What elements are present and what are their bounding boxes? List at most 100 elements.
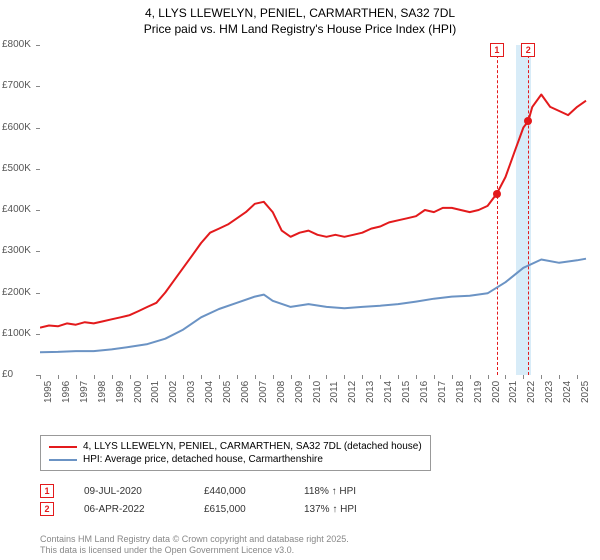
sale-marker-icon: 2 (40, 502, 54, 516)
x-axis-label: 2006 (240, 381, 252, 403)
sale-marker-icon: 1 (40, 484, 54, 498)
x-tick (452, 375, 453, 379)
footer-line-2: This data is licensed under the Open Gov… (40, 545, 349, 556)
x-axis-label: 1995 (43, 381, 55, 403)
footer-attribution: Contains HM Land Registry data © Crown c… (40, 534, 349, 557)
x-axis-label: 2017 (437, 381, 449, 403)
title-line-1: 4, LLYS LLEWELYN, PENIEL, CARMARTHEN, SA… (10, 6, 590, 20)
x-axis-label: 2025 (580, 381, 592, 403)
x-tick (577, 375, 578, 379)
x-tick (273, 375, 274, 379)
x-tick (147, 375, 148, 379)
x-tick (398, 375, 399, 379)
y-tick (36, 45, 40, 46)
chart-area: 12 £0£100K£200K£300K£400K£500K£600K£700K… (0, 40, 600, 410)
y-tick (36, 128, 40, 129)
y-tick (36, 86, 40, 87)
sales-table: 1 09-JUL-2020 £440,000 118% ↑ HPI 2 06-APR-20… (40, 482, 394, 518)
sale-row: 2 06-APR-2022 £615,000 137% ↑ HPI (40, 500, 394, 518)
x-tick (40, 375, 41, 379)
y-axis-label: £800K (2, 39, 31, 50)
legend-swatch (49, 459, 77, 461)
x-axis-label: 2018 (455, 381, 467, 403)
x-tick (255, 375, 256, 379)
x-axis-label: 2002 (168, 381, 180, 403)
y-tick (36, 169, 40, 170)
x-axis-label: 2005 (222, 381, 234, 403)
y-tick (36, 293, 40, 294)
x-tick (541, 375, 542, 379)
x-tick (488, 375, 489, 379)
y-axis-label: £100K (2, 328, 31, 339)
x-axis-label: 2004 (204, 381, 216, 403)
y-tick (36, 251, 40, 252)
x-axis-label: 2021 (508, 381, 520, 403)
y-axis-label: £700K (2, 80, 31, 91)
sale-price: £615,000 (204, 504, 274, 515)
y-axis-label: £0 (2, 369, 13, 380)
sale-date: 06-APR-2022 (84, 504, 174, 515)
x-tick (523, 375, 524, 379)
x-tick (470, 375, 471, 379)
x-axis-label: 2007 (258, 381, 270, 403)
x-axis-label: 1999 (115, 381, 127, 403)
line-series-svg (40, 45, 595, 375)
x-axis-label: 2019 (473, 381, 485, 403)
footer-line-1: Contains HM Land Registry data © Crown c… (40, 534, 349, 545)
x-axis-label: 2024 (562, 381, 574, 403)
legend-label: 4, LLYS LLEWELYN, PENIEL, CARMARTHEN, SA… (83, 441, 422, 452)
x-axis-label: 2000 (133, 381, 145, 403)
x-tick (416, 375, 417, 379)
x-axis-label: 2013 (365, 381, 377, 403)
x-tick (165, 375, 166, 379)
sale-date: 09-JUL-2020 (84, 486, 174, 497)
x-axis-label: 2015 (401, 381, 413, 403)
x-axis-label: 1997 (79, 381, 91, 403)
chart-title: 4, LLYS LLEWELYN, PENIEL, CARMARTHEN, SA… (0, 0, 600, 38)
x-axis-label: 1998 (97, 381, 109, 403)
x-tick (130, 375, 131, 379)
x-tick (362, 375, 363, 379)
x-tick (201, 375, 202, 379)
x-axis-label: 2003 (186, 381, 198, 403)
x-tick (76, 375, 77, 379)
x-tick (58, 375, 59, 379)
x-axis-label: 2001 (150, 381, 162, 403)
sale-pct: 137% ↑ HPI (304, 504, 394, 515)
x-tick (434, 375, 435, 379)
y-axis-label: £200K (2, 287, 31, 298)
x-tick (344, 375, 345, 379)
x-axis-label: 2022 (526, 381, 538, 403)
legend-swatch (49, 446, 77, 448)
x-axis-label: 2023 (544, 381, 556, 403)
x-axis-label: 2020 (491, 381, 503, 403)
x-tick (183, 375, 184, 379)
x-tick (291, 375, 292, 379)
legend: 4, LLYS LLEWELYN, PENIEL, CARMARTHEN, SA… (40, 435, 431, 471)
x-axis-label: 2016 (419, 381, 431, 403)
x-tick (94, 375, 95, 379)
x-tick (219, 375, 220, 379)
title-line-2: Price paid vs. HM Land Registry's House … (10, 22, 590, 36)
y-axis-label: £300K (2, 245, 31, 256)
y-axis-label: £600K (2, 122, 31, 133)
x-tick (309, 375, 310, 379)
x-tick (380, 375, 381, 379)
x-tick (505, 375, 506, 379)
x-tick (237, 375, 238, 379)
x-axis-label: 2008 (276, 381, 288, 403)
legend-label: HPI: Average price, detached house, Carm… (83, 454, 323, 465)
x-axis-label: 1996 (61, 381, 73, 403)
x-tick (112, 375, 113, 379)
y-tick (36, 334, 40, 335)
sale-pct: 118% ↑ HPI (304, 486, 394, 497)
x-tick (326, 375, 327, 379)
sale-row: 1 09-JUL-2020 £440,000 118% ↑ HPI (40, 482, 394, 500)
x-axis-label: 2009 (294, 381, 306, 403)
x-tick (559, 375, 560, 379)
legend-row: 4, LLYS LLEWELYN, PENIEL, CARMARTHEN, SA… (49, 440, 422, 453)
x-axis-label: 2012 (347, 381, 359, 403)
series-property (40, 95, 586, 328)
sale-price: £440,000 (204, 486, 274, 497)
series-hpi (40, 259, 586, 353)
